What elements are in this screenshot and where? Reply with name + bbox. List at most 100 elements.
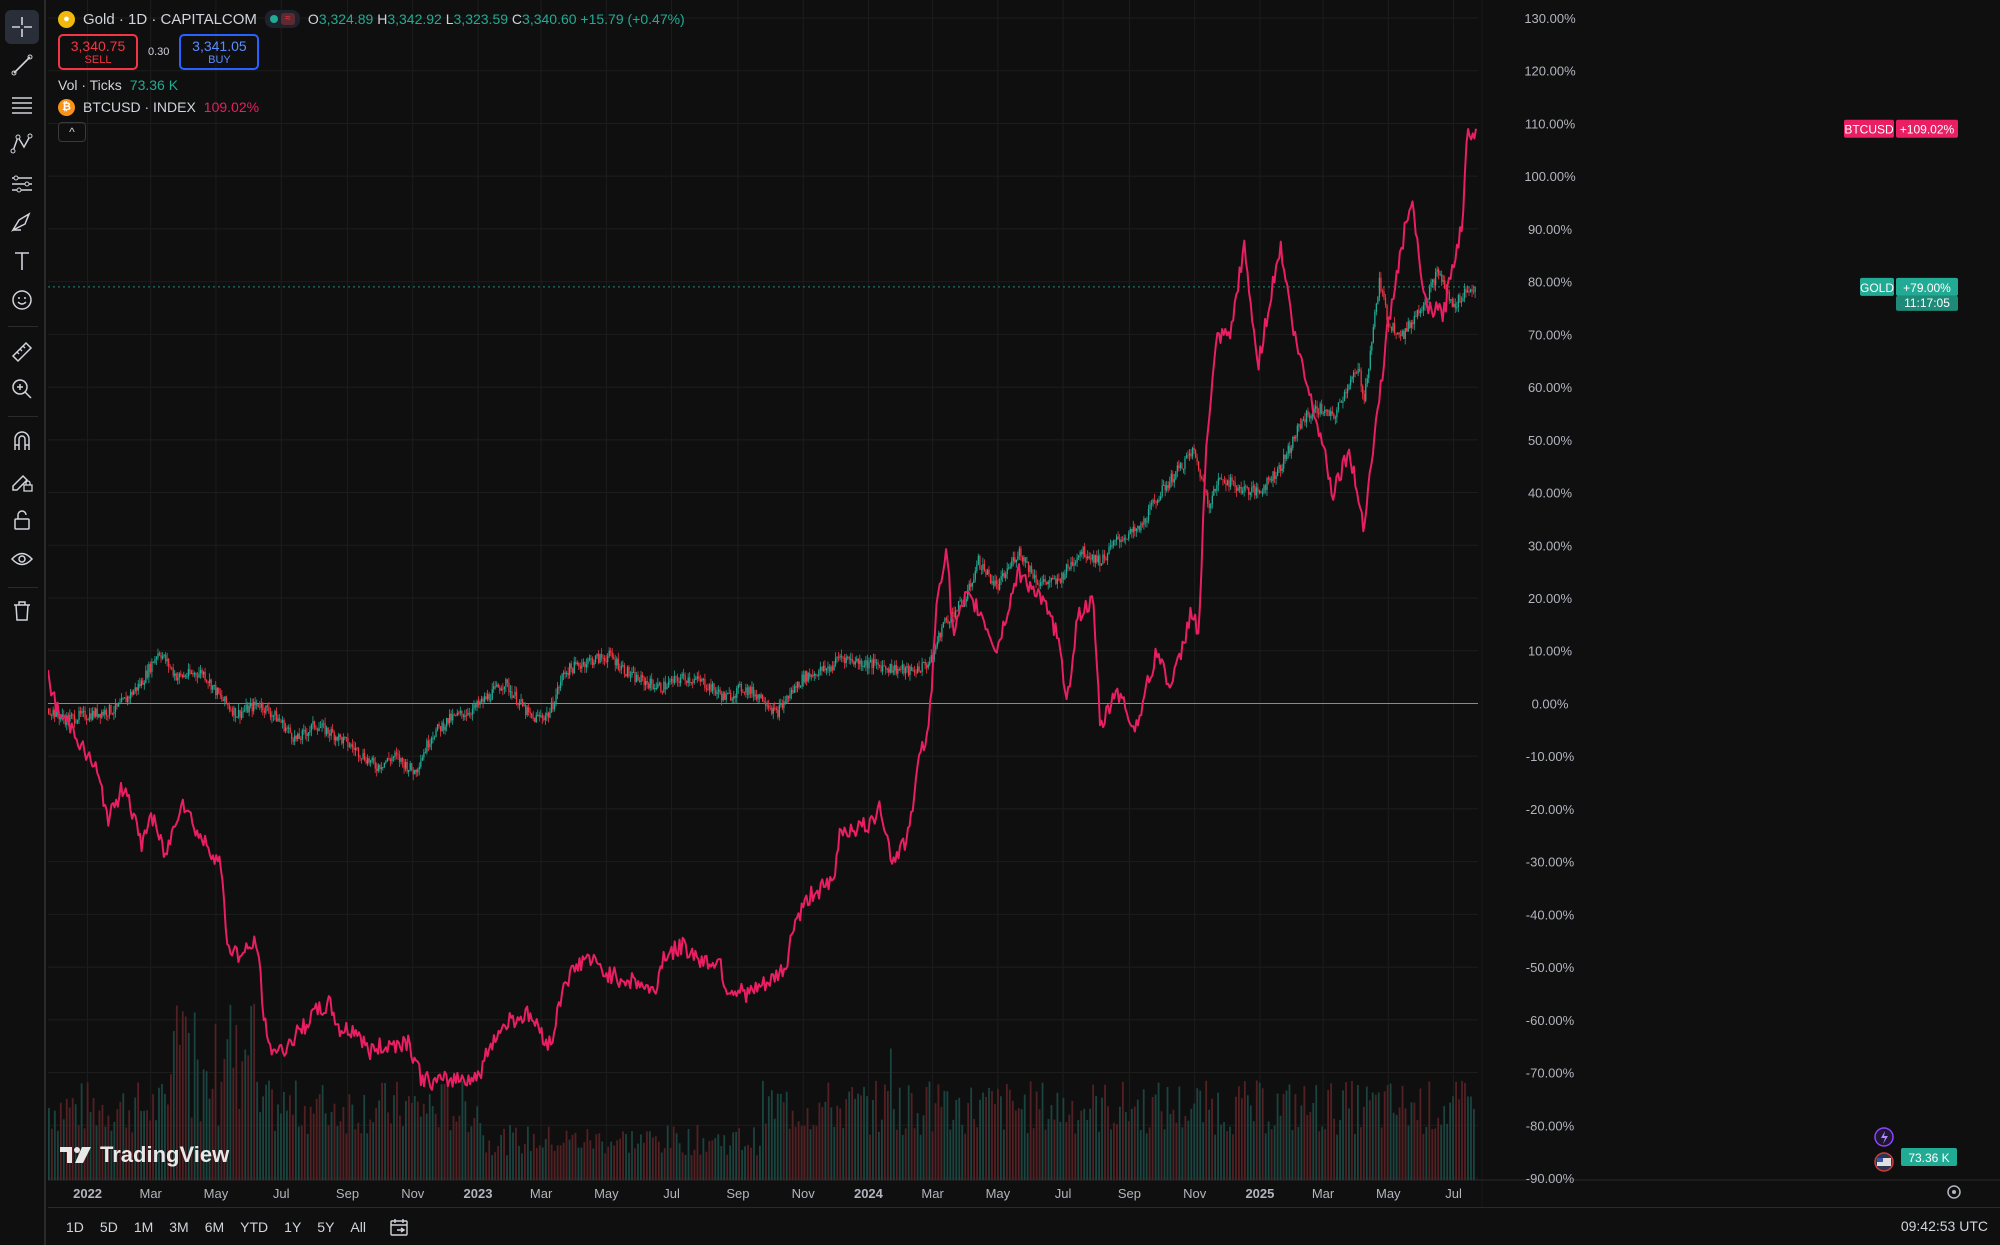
volume-bar — [1065, 1122, 1068, 1180]
emoji-icon[interactable] — [5, 283, 39, 317]
gold-candle — [1292, 436, 1294, 448]
gold-candle — [1156, 500, 1159, 503]
volume-bar — [976, 1127, 978, 1180]
gold-candle — [558, 687, 560, 689]
lock-icon[interactable] — [5, 503, 39, 537]
volume-bar — [1211, 1098, 1214, 1180]
range-button-3m[interactable]: 3M — [169, 1218, 189, 1235]
volume-bar — [1175, 1122, 1178, 1180]
gold-candle — [187, 669, 190, 677]
range-button-6m[interactable]: 6M — [204, 1218, 225, 1235]
volume-bar — [857, 1093, 859, 1180]
gold-candle — [1123, 537, 1125, 541]
gold-candle — [439, 726, 442, 732]
gold-candle — [1348, 385, 1350, 389]
tradingview-logo[interactable]: TradingView — [60, 1142, 229, 1168]
volume-bar — [107, 1115, 110, 1180]
range-button-all[interactable]: All — [350, 1218, 366, 1235]
trash-icon[interactable] — [5, 594, 39, 628]
volume-bar — [402, 1126, 404, 1180]
trendline-icon[interactable] — [5, 48, 39, 82]
gold-candle — [679, 678, 682, 684]
buy-button[interactable]: 3,341.05 BUY — [179, 34, 260, 70]
gold-candle — [809, 673, 811, 677]
gold-candle — [307, 732, 310, 736]
gold-candle — [774, 707, 776, 709]
gold-candle — [1036, 582, 1039, 585]
text-icon[interactable] — [5, 244, 39, 278]
market-status-pill[interactable]: ≈ — [264, 10, 300, 28]
volume-bar — [494, 1152, 497, 1180]
x-tick-label: May — [1376, 1186, 1401, 1201]
gold-candle — [913, 670, 916, 673]
volume-bar — [794, 1126, 797, 1180]
gold-candle — [783, 701, 785, 708]
volume-bar — [250, 1006, 253, 1180]
gold-candle — [1267, 478, 1270, 480]
collapse-legend-button[interactable]: ^ — [58, 122, 86, 142]
gold-candle — [205, 680, 208, 682]
gold-candle — [76, 720, 79, 723]
gold-candle — [306, 733, 308, 736]
gold-candle — [1419, 311, 1422, 314]
range-button-1y[interactable]: 1Y — [284, 1218, 302, 1235]
range-button-5d[interactable]: 5D — [99, 1218, 118, 1235]
crosshair-icon[interactable] — [5, 10, 39, 44]
volume-bar — [1359, 1127, 1362, 1180]
volume-bar — [92, 1098, 95, 1180]
prediction-icon[interactable] — [5, 166, 39, 200]
volume-row[interactable]: Vol · Ticks 73.36 K — [58, 74, 685, 96]
gold-candle — [986, 569, 989, 575]
gold-candle — [497, 684, 499, 688]
brush-icon[interactable] — [5, 205, 39, 239]
gold-candle — [739, 684, 741, 686]
gold-candle — [1150, 503, 1153, 505]
range-button-5y[interactable]: 5Y — [317, 1218, 335, 1235]
fib-icon[interactable] — [5, 88, 39, 122]
range-button-1m[interactable]: 1M — [133, 1218, 154, 1235]
zoom-in-icon[interactable] — [5, 372, 39, 406]
gold-candle — [1400, 334, 1402, 336]
volume-bar — [390, 1123, 392, 1180]
volume-bar — [750, 1147, 752, 1180]
volume-bar — [860, 1095, 862, 1180]
lock-drawings-icon[interactable] — [5, 464, 39, 498]
gold-candle — [957, 601, 960, 611]
utc-clock[interactable]: 09:42:53 UTC — [1900, 1218, 1988, 1234]
gold-candle — [553, 704, 556, 710]
range-button-1d[interactable]: 1D — [66, 1218, 84, 1235]
gold-candle — [701, 679, 703, 682]
gold-candle — [1333, 414, 1335, 419]
gold-candle — [1158, 499, 1160, 501]
symbol-row[interactable]: ● Gold · 1D · CAPITALCOM ≈ O3,324.89 H3,… — [58, 8, 685, 30]
gold-candle — [1381, 290, 1384, 292]
volume-bar — [1142, 1089, 1145, 1180]
symbol-name[interactable]: Gold · 1D · CAPITALCOM — [83, 10, 257, 28]
volume-bar — [708, 1140, 711, 1180]
volume-bar — [1000, 1096, 1002, 1180]
ruler-icon[interactable] — [5, 335, 39, 369]
volume-bar — [538, 1145, 541, 1180]
eye-icon[interactable] — [5, 542, 39, 576]
gold-candle — [139, 683, 141, 687]
btc-last-value-tag: +109.02% — [1900, 123, 1955, 137]
gold-candle — [1099, 555, 1101, 566]
gold-candle — [772, 707, 774, 714]
magnet-icon[interactable] — [5, 424, 39, 458]
compare-row[interactable]: ₿ BTCUSD · INDEX 109.02% — [58, 96, 685, 118]
pattern-icon[interactable] — [5, 127, 39, 161]
gold-candle — [382, 766, 384, 768]
gold-candle — [151, 661, 153, 673]
gold-candle — [392, 756, 395, 758]
volume-bar — [764, 1123, 767, 1180]
volume-bar — [985, 1096, 987, 1180]
gold-candle — [874, 659, 876, 663]
chart-canvas[interactable]: 130.00%120.00%110.00%100.00%90.00%80.00%… — [48, 0, 2000, 1207]
range-button-ytd[interactable]: YTD — [240, 1218, 269, 1235]
gold-candle — [1283, 454, 1285, 469]
sell-button[interactable]: 3,340.75 SELL — [58, 34, 138, 70]
go-to-date-icon[interactable] — [388, 1216, 410, 1238]
gold-candle — [213, 684, 215, 686]
gold-candle — [219, 693, 221, 696]
volume-bar — [693, 1149, 696, 1180]
